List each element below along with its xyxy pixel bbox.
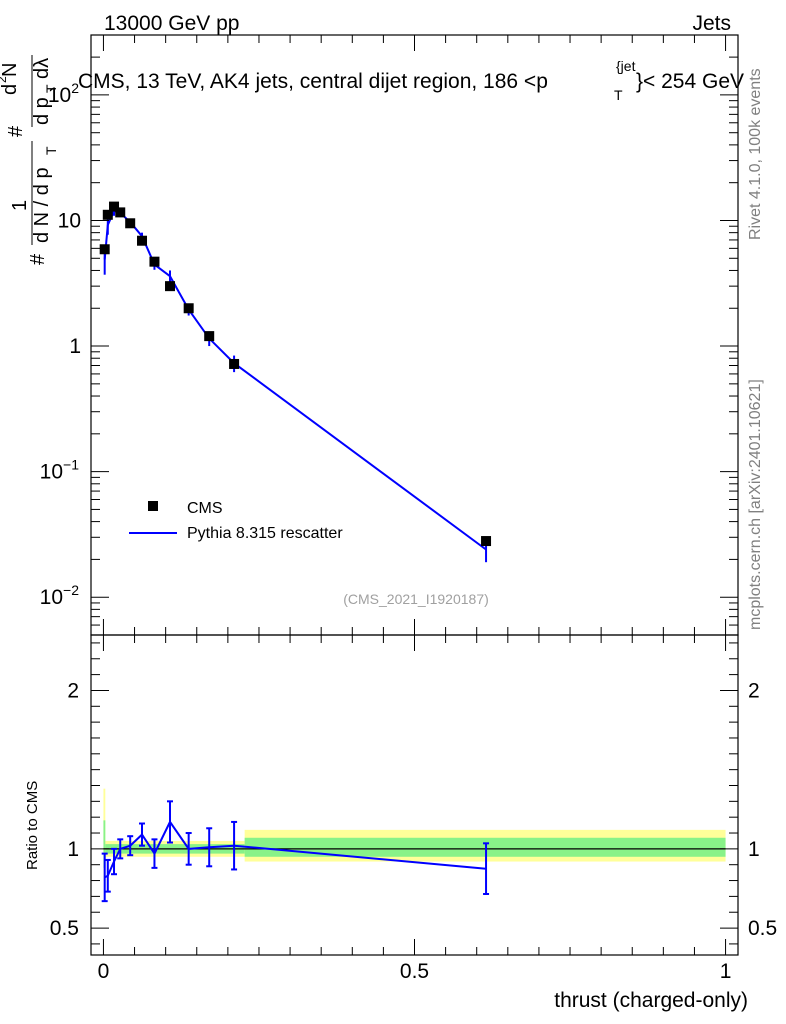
title-sup: {jet [616,58,636,74]
header-left: 13000 GeV pp [104,12,239,35]
cms-point [137,235,148,246]
y-ticklabel: 10−2 [40,582,80,609]
y-ticklabel: 10−1 [40,457,80,484]
cms-point [125,218,136,229]
cms-point [109,201,120,212]
svg-text:2: 2 [0,76,9,83]
svg-text:d: d [0,84,21,95]
svg-text:T: T [43,84,59,93]
y-ticklabel: 10 [58,209,81,232]
svg-text:N: N [0,63,21,77]
ratio-y-ticklabel-right: 2 [748,679,760,702]
x-ticklabel: 1 [720,960,732,983]
watermark: (CMS_2021_I1920187) [343,591,489,607]
x-axis-label: thrust (charged-only) [554,989,748,1012]
ratio-y-ticklabel-right: 1 [748,838,760,861]
mcplots-label: mcplots.cern.ch [arXiv:2401.10621] [747,379,764,630]
cms-point [229,358,240,369]
ratio-y-ticklabel-left: 2 [67,679,79,702]
title-text: CMS, 13 TeV, AK4 jets, central dijet reg… [78,70,548,93]
svg-text:dλ: dλ [31,58,53,79]
svg-text:#: # [5,125,27,137]
title-tail: }< 254 GeV [636,70,744,93]
svg-text:#: # [27,253,49,265]
legend-marker-cms [148,501,158,511]
stat-band [103,820,106,868]
cms-point [204,331,215,342]
legend-label-pythia: Pythia 8.315 rescatter [187,525,343,542]
cms-point [115,207,126,218]
main-frame [90,34,739,636]
cms-point [183,303,194,314]
svg-text:d p: d p [31,97,53,125]
legend-label-cms: CMS [187,500,223,517]
ratio-y-ticklabel-right: 0.5 [748,917,777,940]
ratio-y-ticklabel-left: 1 [67,838,79,861]
cms-point [149,256,160,267]
cms-point [165,281,176,292]
svg-text:1: 1 [9,200,31,211]
main-panel: 10−2 10−1 1 10 102 [40,34,739,636]
y-ticklabel: 1 [69,335,81,358]
rivet-label: Rivet 4.1.0, 100k events [747,68,764,240]
x-ticklabel: 0.5 [400,960,429,983]
ratio-y-ticklabel-left: 0.5 [50,917,79,940]
ratio-panel: 0 0.5 1 0.5 0.5 1 1 2 2 [50,634,777,983]
x-ticklabel: 0 [98,960,110,983]
ratio-line [104,819,487,879]
y-ticklabel: 102 [48,80,79,107]
main-ylabel: # 1 d N / d p T # d 2 N d p T dλ [0,55,59,265]
mc-line [103,209,487,551]
cms-point [99,244,110,255]
cms-point [481,536,492,547]
title-sub: T [614,87,623,103]
cms-point [102,209,113,220]
ratio-ylabel: Ratio to CMS [24,781,41,870]
legend: CMS Pythia 8.315 rescatter [129,500,343,542]
main-title: CMS, 13 TeV, AK4 jets, central dijet reg… [78,58,744,103]
ratio-frame [90,634,739,956]
header-right: Jets [692,12,731,35]
svg-text:T: T [43,146,59,155]
svg-text:d N / d p: d N / d p [31,167,53,243]
